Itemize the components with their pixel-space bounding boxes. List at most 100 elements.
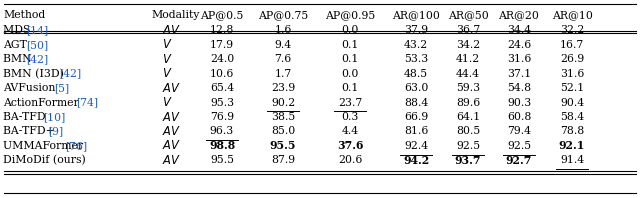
Text: 95.5: 95.5: [269, 140, 296, 151]
Text: 31.6: 31.6: [560, 69, 584, 79]
Text: 44.4: 44.4: [456, 69, 480, 79]
Text: AP@0.5: AP@0.5: [200, 10, 244, 20]
Text: 23.9: 23.9: [271, 83, 295, 93]
Text: ActionFormer: ActionFormer: [3, 98, 83, 108]
Text: 0.0: 0.0: [341, 25, 358, 35]
Text: 90.4: 90.4: [560, 98, 584, 108]
Text: 64.1: 64.1: [456, 112, 480, 122]
Text: MDS: MDS: [3, 25, 34, 35]
Text: [9]: [9]: [48, 127, 63, 136]
Text: 36.7: 36.7: [456, 25, 480, 35]
Text: 92.4: 92.4: [404, 141, 428, 151]
Text: BMN: BMN: [3, 54, 35, 64]
Text: 24.6: 24.6: [507, 40, 531, 50]
Text: 41.2: 41.2: [456, 54, 480, 64]
Text: [5]: [5]: [54, 83, 69, 93]
Text: UMMAFormer: UMMAFormer: [3, 141, 87, 151]
Text: 60.8: 60.8: [507, 112, 531, 122]
Text: 24.0: 24.0: [210, 54, 234, 64]
Text: [74]: [74]: [76, 98, 99, 108]
Text: BA-TFD+: BA-TFD+: [3, 127, 58, 136]
Text: 23.7: 23.7: [338, 98, 362, 108]
Text: AR@20: AR@20: [499, 10, 540, 20]
Text: AP@0.95: AP@0.95: [325, 10, 375, 20]
Text: 95.3: 95.3: [210, 98, 234, 108]
Text: 89.6: 89.6: [456, 98, 480, 108]
Text: 16.7: 16.7: [560, 40, 584, 50]
Text: $\mathit{V}$: $\mathit{V}$: [162, 67, 173, 80]
Text: 4.4: 4.4: [341, 127, 358, 136]
Text: 92.7: 92.7: [506, 155, 532, 166]
Text: 65.4: 65.4: [210, 83, 234, 93]
Text: 88.4: 88.4: [404, 98, 428, 108]
Text: 32.2: 32.2: [560, 25, 584, 35]
Text: 58.4: 58.4: [560, 112, 584, 122]
Text: 0.1: 0.1: [341, 54, 358, 64]
Text: [76]: [76]: [65, 141, 87, 151]
Text: 96.3: 96.3: [210, 127, 234, 136]
Text: 10.6: 10.6: [210, 69, 234, 79]
Text: DiMoDif (ours): DiMoDif (ours): [3, 155, 86, 166]
Text: 20.6: 20.6: [338, 155, 362, 165]
Text: [42]: [42]: [26, 54, 48, 64]
Text: 63.0: 63.0: [404, 83, 428, 93]
Text: 34.2: 34.2: [456, 40, 480, 50]
Text: 80.5: 80.5: [456, 127, 480, 136]
Text: 38.5: 38.5: [271, 112, 295, 122]
Text: 7.6: 7.6: [275, 54, 292, 64]
Text: 26.9: 26.9: [560, 54, 584, 64]
Text: 92.1: 92.1: [559, 140, 585, 151]
Text: BA-TFD: BA-TFD: [3, 112, 49, 122]
Text: [50]: [50]: [26, 40, 48, 50]
Text: 0.1: 0.1: [341, 83, 358, 93]
Text: BMN (I3D): BMN (I3D): [3, 69, 68, 79]
Text: $\mathit{V}$: $\mathit{V}$: [162, 53, 173, 66]
Text: 37.6: 37.6: [337, 140, 364, 151]
Text: AR@10: AR@10: [552, 10, 593, 20]
Text: 91.4: 91.4: [560, 155, 584, 165]
Text: 85.0: 85.0: [271, 127, 295, 136]
Text: 52.1: 52.1: [560, 83, 584, 93]
Text: Modality: Modality: [151, 10, 200, 20]
Text: 12.8: 12.8: [210, 25, 234, 35]
Text: 54.8: 54.8: [507, 83, 531, 93]
Text: $\mathit{AV}$: $\mathit{AV}$: [162, 139, 181, 152]
Text: $\mathit{V}$: $\mathit{V}$: [162, 96, 173, 109]
Text: AR@100: AR@100: [392, 10, 440, 20]
Text: $\mathit{AV}$: $\mathit{AV}$: [162, 24, 181, 37]
Text: $\mathit{AV}$: $\mathit{AV}$: [162, 82, 181, 95]
Text: 94.2: 94.2: [403, 155, 429, 166]
Text: 92.5: 92.5: [507, 141, 531, 151]
Text: 90.3: 90.3: [507, 98, 531, 108]
Text: 98.8: 98.8: [209, 140, 235, 151]
Text: $\mathit{V}$: $\mathit{V}$: [162, 38, 173, 51]
Text: 43.2: 43.2: [404, 40, 428, 50]
Text: 92.5: 92.5: [456, 141, 480, 151]
Text: 90.2: 90.2: [271, 98, 295, 108]
Text: 48.5: 48.5: [404, 69, 428, 79]
Text: 53.3: 53.3: [404, 54, 428, 64]
Text: 34.4: 34.4: [507, 25, 531, 35]
Text: AGT: AGT: [3, 40, 31, 50]
Text: 81.6: 81.6: [404, 127, 428, 136]
Text: $\mathit{AV}$: $\mathit{AV}$: [162, 125, 181, 138]
Text: AP@0.75: AP@0.75: [258, 10, 308, 20]
Text: 37.9: 37.9: [404, 25, 428, 35]
Text: 37.1: 37.1: [507, 69, 531, 79]
Text: 9.4: 9.4: [275, 40, 292, 50]
Text: 93.7: 93.7: [455, 155, 481, 166]
Text: [14]: [14]: [26, 25, 48, 35]
Text: 0.3: 0.3: [341, 112, 358, 122]
Text: AR@50: AR@50: [447, 10, 488, 20]
Text: 31.6: 31.6: [507, 54, 531, 64]
Text: $\mathit{AV}$: $\mathit{AV}$: [162, 154, 181, 167]
Text: 87.9: 87.9: [271, 155, 295, 165]
Text: 1.7: 1.7: [275, 69, 292, 79]
Text: 95.5: 95.5: [210, 155, 234, 165]
Text: [42]: [42]: [60, 69, 82, 79]
Text: 78.8: 78.8: [560, 127, 584, 136]
Text: 76.9: 76.9: [210, 112, 234, 122]
Text: $\mathit{AV}$: $\mathit{AV}$: [162, 110, 181, 124]
Text: [10]: [10]: [43, 112, 65, 122]
Text: 0.0: 0.0: [341, 69, 358, 79]
